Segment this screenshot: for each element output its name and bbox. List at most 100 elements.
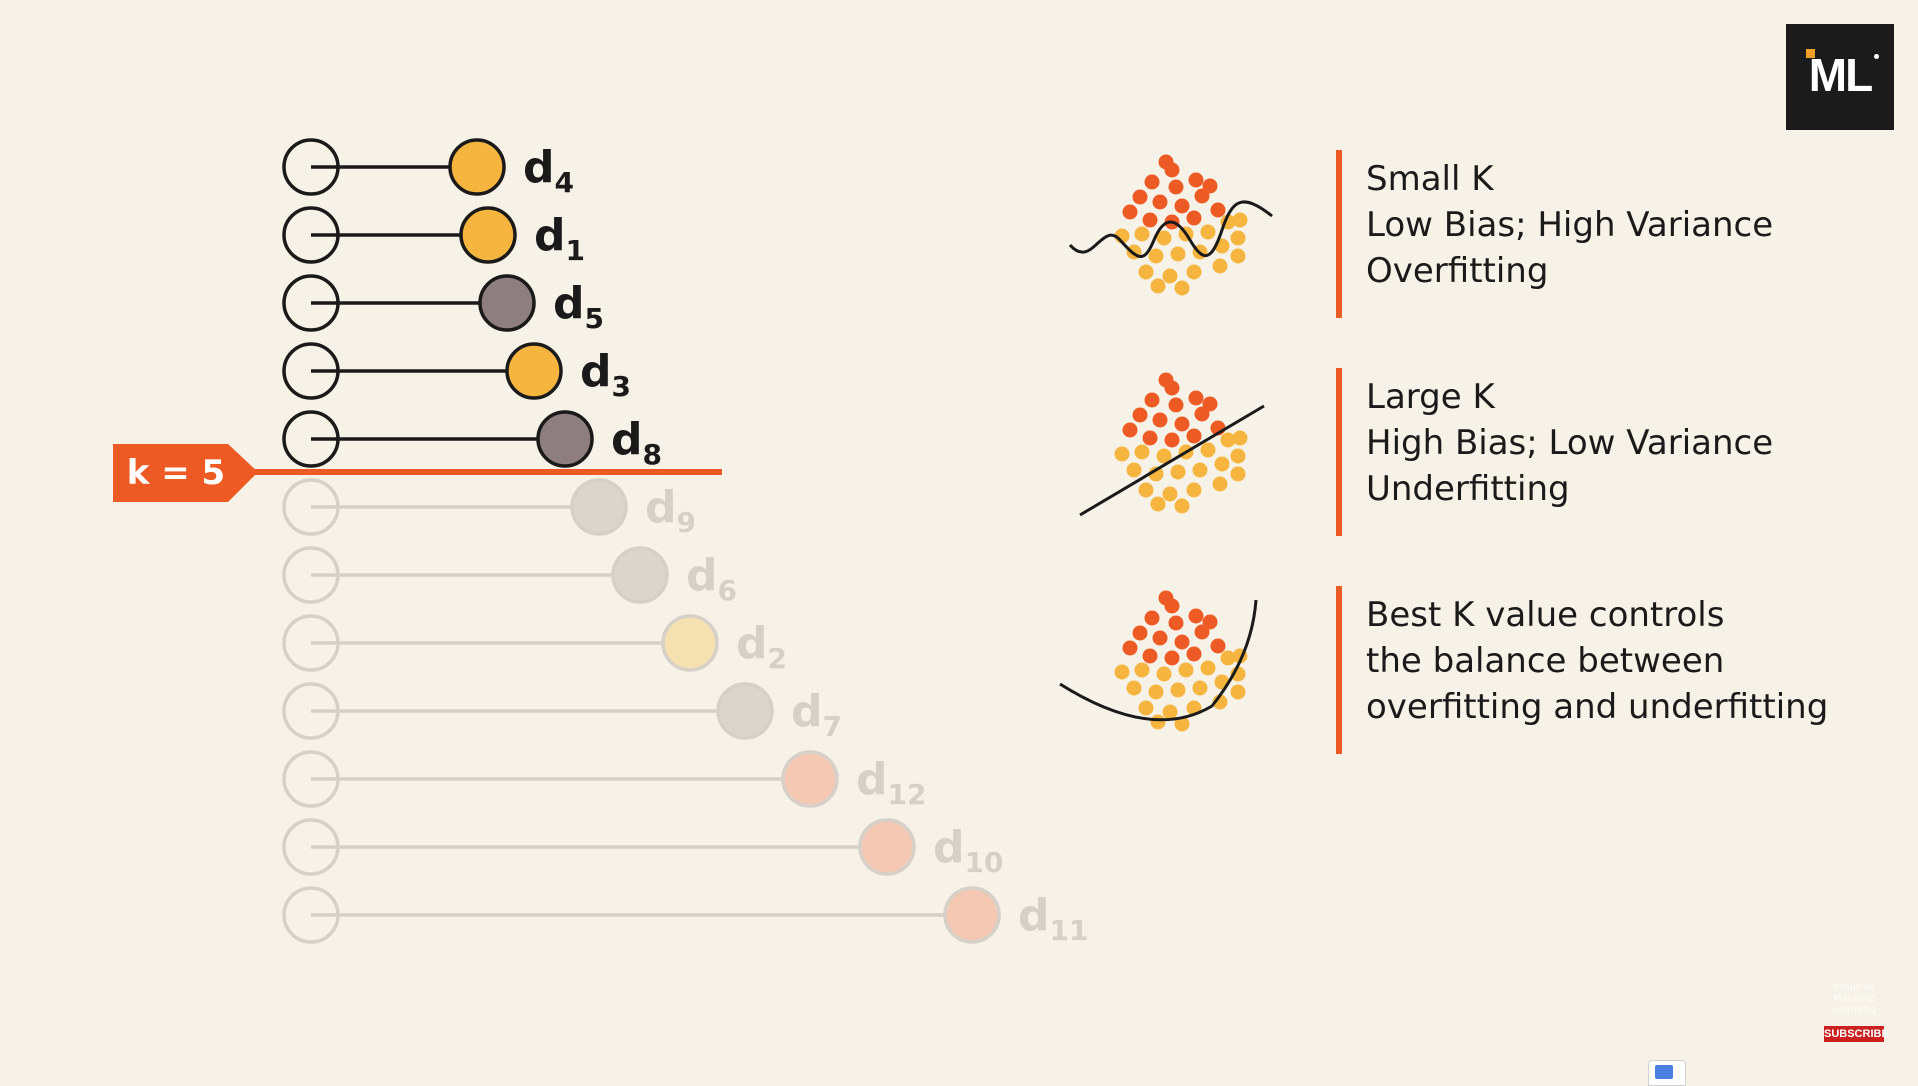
scatter-cluster xyxy=(1114,372,1248,514)
class-b-point xyxy=(1230,248,1246,264)
distance-label: d1 xyxy=(534,210,585,267)
query-point-circle xyxy=(282,546,340,604)
description-block: Small K Low Bias; High Variance Overfittin… xyxy=(1068,150,1773,318)
class-a-point xyxy=(1194,406,1210,422)
class-b-point xyxy=(1126,680,1142,696)
class-a-point xyxy=(1202,396,1218,412)
class-b-point xyxy=(1138,264,1154,280)
class-b-point xyxy=(1138,700,1154,716)
class-a-point xyxy=(1132,189,1148,205)
class-b-point xyxy=(1214,456,1230,472)
accent-bar xyxy=(1336,368,1342,536)
class-a-point xyxy=(1186,646,1202,662)
neighbor-point-circle xyxy=(459,206,517,264)
ml-logo: ML xyxy=(1786,24,1894,130)
class-a-point xyxy=(1142,648,1158,664)
decision-boundary xyxy=(1068,200,1273,258)
class-b-point xyxy=(1134,226,1150,242)
class-b-point xyxy=(1178,662,1194,678)
decision-boundary xyxy=(1059,599,1258,722)
class-a-point xyxy=(1188,172,1204,188)
logo-text: ML xyxy=(1808,49,1873,101)
class-b-point xyxy=(1156,230,1172,246)
class-a-point xyxy=(1168,615,1184,631)
k-threshold: k = 5 xyxy=(113,444,722,502)
description-line: the balance between xyxy=(1366,641,1724,681)
distance-label: d12 xyxy=(856,754,926,811)
class-a-point xyxy=(1152,630,1168,646)
class-b-point xyxy=(1148,248,1164,264)
class-b-point xyxy=(1150,714,1166,730)
description-block: Large K High Bias; Low Variance Underfitti… xyxy=(1079,368,1773,536)
neighbor-point-circle xyxy=(716,682,774,740)
class-b-point xyxy=(1186,482,1202,498)
class-b-point xyxy=(1162,268,1178,284)
translate-icon[interactable] xyxy=(1648,1060,1686,1086)
class-a-point xyxy=(1122,204,1138,220)
class-a-point xyxy=(1142,430,1158,446)
logo-accent-mark xyxy=(1806,49,1815,58)
neighbor-point-circle xyxy=(611,546,669,604)
class-b-point xyxy=(1200,224,1216,240)
distance-label: d7 xyxy=(791,686,842,743)
class-a-point xyxy=(1174,416,1190,432)
query-point-circle xyxy=(282,410,340,468)
description-line: Overfitting xyxy=(1366,251,1548,291)
class-b-point xyxy=(1232,430,1248,446)
class-a-point xyxy=(1210,202,1226,218)
class-a-point xyxy=(1210,638,1226,654)
class-a-point xyxy=(1158,590,1174,606)
class-b-point xyxy=(1150,496,1166,512)
class-a-point xyxy=(1122,640,1138,656)
class-a-point xyxy=(1194,624,1210,640)
class-b-point xyxy=(1134,444,1150,460)
class-b-point xyxy=(1230,230,1246,246)
class-a-point xyxy=(1158,154,1174,170)
query-point-circle xyxy=(282,886,340,944)
class-a-point xyxy=(1188,608,1204,624)
query-point-circle xyxy=(282,138,340,196)
distance-row: d10 xyxy=(282,818,1003,879)
class-b-point xyxy=(1230,466,1246,482)
neighbor-point-circle xyxy=(448,138,506,196)
neighbor-point-circle xyxy=(478,274,536,332)
description-line: overfitting and underfitting xyxy=(1366,687,1828,727)
distance-row: d7 xyxy=(282,682,842,743)
scatter-cluster xyxy=(1114,154,1248,296)
class-a-point xyxy=(1194,188,1210,204)
description-line: High Bias; Low Variance xyxy=(1366,423,1773,463)
distance-label: d11 xyxy=(1018,890,1088,947)
class-a-point xyxy=(1202,614,1218,630)
description-block: Best K value controls the balance between… xyxy=(1059,586,1828,754)
class-a-point xyxy=(1132,407,1148,423)
class-b-point xyxy=(1232,212,1248,228)
class-a-point xyxy=(1174,198,1190,214)
channel-watermark: Intuitive Machine Learning xyxy=(1832,982,1876,1015)
distance-row: d2 xyxy=(282,614,787,675)
class-b-point xyxy=(1212,476,1228,492)
query-point-circle xyxy=(282,206,340,264)
distance-label: d3 xyxy=(580,346,631,403)
class-b-point xyxy=(1170,246,1186,262)
distance-label: d4 xyxy=(523,142,574,199)
scatter-cluster xyxy=(1114,590,1248,732)
neighbor-point-circle xyxy=(536,410,594,468)
distance-row: d4 xyxy=(282,138,574,199)
subscribe-button[interactable]: SUBSCRIBE xyxy=(1824,1026,1889,1042)
neighbor-point-circle xyxy=(505,342,563,400)
distance-row: d1 xyxy=(282,206,585,267)
class-a-point xyxy=(1186,210,1202,226)
class-a-point xyxy=(1164,650,1180,666)
class-a-point xyxy=(1152,412,1168,428)
class-b-point xyxy=(1148,466,1164,482)
class-b-point xyxy=(1148,684,1164,700)
neighbor-point-circle xyxy=(661,614,719,672)
class-b-point xyxy=(1192,462,1208,478)
distance-row: d12 xyxy=(282,750,926,811)
class-b-point xyxy=(1220,432,1236,448)
query-point-circle xyxy=(282,478,340,536)
description-line: Low Bias; High Variance xyxy=(1366,205,1773,245)
query-point-circle xyxy=(282,682,340,740)
